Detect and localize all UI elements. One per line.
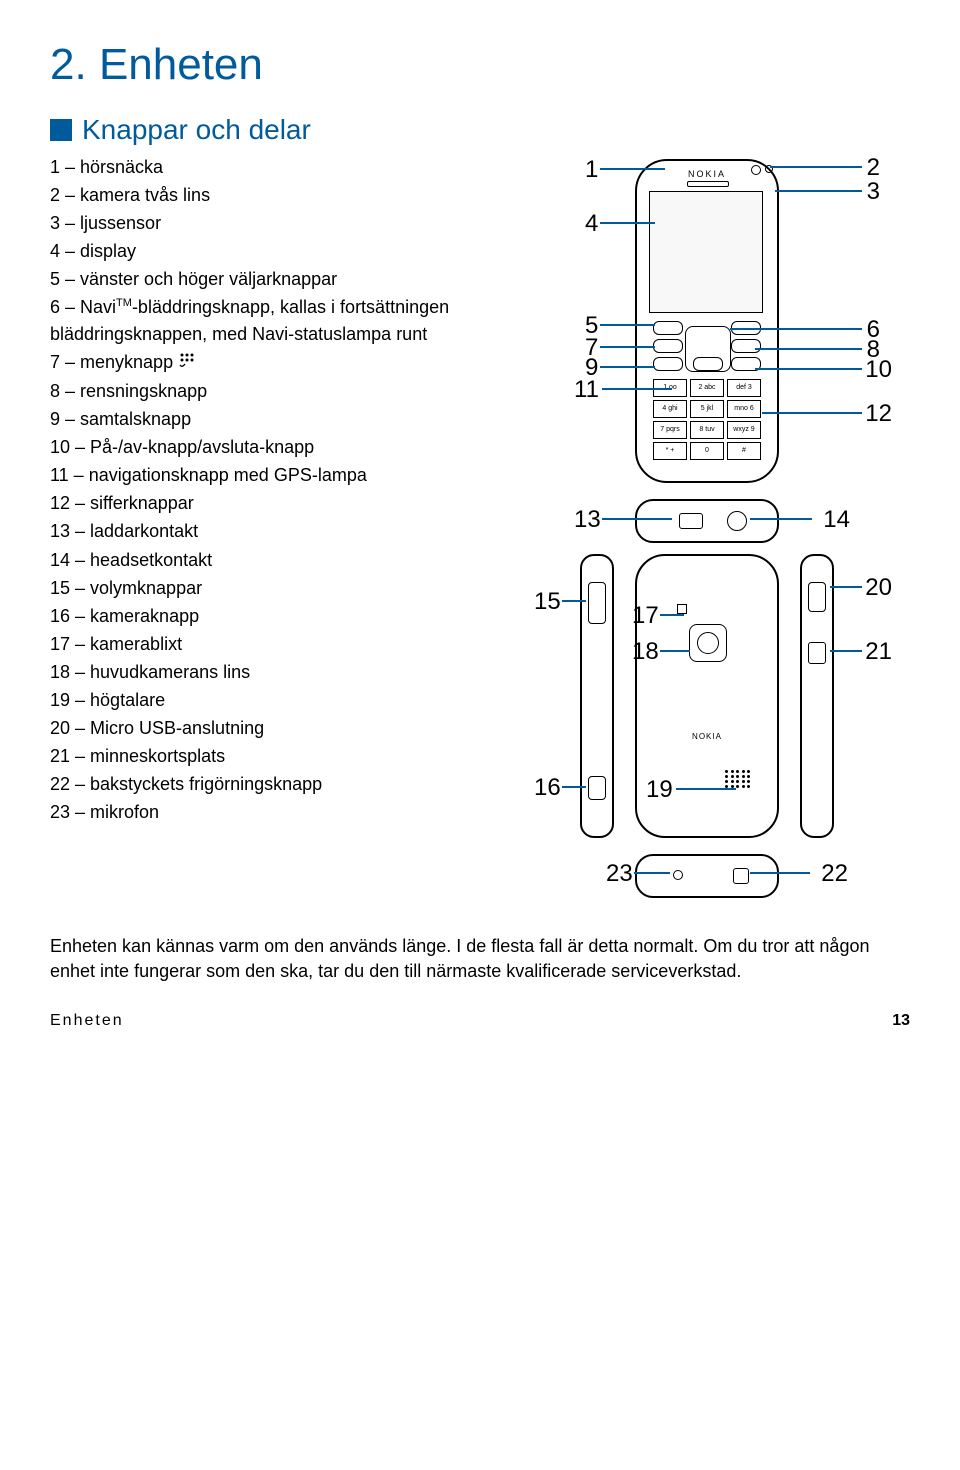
speaker-icon — [725, 770, 751, 796]
callout-19: 19 — [646, 776, 673, 804]
part-6: 6 – NaviTM-bläddringsknapp, kallas i for… — [50, 294, 480, 346]
callout-14: 14 — [823, 506, 850, 534]
section-title: Knappar och delar — [82, 114, 311, 146]
callout-1: 1 — [585, 156, 598, 184]
part-8: 8 – rensningsknapp — [50, 378, 480, 404]
part-12: 12 – sifferknappar — [50, 490, 480, 516]
part-19: 19 – högtalare — [50, 687, 480, 713]
part-2: 2 – kamera tvås lins — [50, 182, 480, 208]
part-20: 20 – Micro USB-anslutning — [50, 715, 480, 741]
part-18: 18 – huvudkamerans lins — [50, 659, 480, 685]
callout-4: 4 — [585, 210, 598, 238]
part-17: 17 – kamerablixt — [50, 631, 480, 657]
phone-diagram: NOKIA 1 oo 2 abc def 3 4 ghi 5 jk — [480, 154, 910, 914]
part-23: 23 – mikrofon — [50, 799, 480, 825]
flash-icon — [677, 604, 687, 614]
soft-key-left — [653, 321, 683, 335]
display-area — [649, 191, 763, 313]
footer-section: Enheten — [50, 1012, 124, 1030]
footer-page: 13 — [892, 1012, 910, 1030]
key-0: 0 — [690, 442, 724, 460]
call-key — [653, 357, 683, 371]
callout-10: 10 — [865, 356, 892, 384]
nav-key — [693, 357, 723, 371]
callout-11: 11 — [574, 376, 599, 404]
key-9: wxyz 9 — [727, 421, 761, 439]
key-hash: # — [727, 442, 761, 460]
phone-right-side-view — [800, 554, 834, 838]
mic-icon — [673, 870, 683, 880]
key-7: 7 pqrs — [653, 421, 687, 439]
phone-left-side-view — [580, 554, 614, 838]
body-paragraph: Enheten kan kännas varm om den används l… — [50, 934, 910, 984]
section-bullet-icon — [50, 119, 72, 141]
callout-3: 3 — [867, 178, 880, 206]
callout-22: 22 — [821, 860, 848, 888]
phone-top-view — [635, 499, 779, 543]
callout-18: 18 — [632, 638, 659, 666]
part-13: 13 – laddarkontakt — [50, 518, 480, 544]
charger-port-icon — [679, 513, 703, 529]
part-21: 21 – minneskortsplats — [50, 743, 480, 769]
main-camera-lens-icon — [697, 632, 719, 654]
phone-front-view: NOKIA 1 oo 2 abc def 3 4 ghi 5 jk — [635, 159, 775, 479]
section-header: Knappar och delar — [50, 114, 910, 146]
chapter-name: Enheten — [99, 40, 263, 89]
usb-port-icon — [808, 582, 826, 612]
chapter-title: 2. Enheten — [50, 40, 910, 90]
part-1: 1 – hörsnäcka — [50, 154, 480, 180]
part-7: 7 – menyknapp — [50, 349, 480, 376]
menu-key-icon — [178, 350, 196, 376]
callout-21: 21 — [865, 638, 892, 666]
callout-17: 17 — [632, 602, 659, 630]
key-star: * + — [653, 442, 687, 460]
part-11: 11 – navigationsknapp med GPS-lampa — [50, 462, 480, 488]
callout-13: 13 — [574, 506, 601, 534]
headset-port-icon — [727, 511, 747, 531]
clear-key — [731, 339, 761, 353]
parts-list: 1 – hörsnäcka 2 – kamera tvås lins 3 – l… — [50, 154, 480, 914]
volume-buttons-icon — [588, 582, 606, 624]
part-5: 5 – vänster och höger väljarknappar — [50, 266, 480, 292]
key-4: 4 ghi — [653, 400, 687, 418]
key-5: 5 jkl — [690, 400, 724, 418]
front-cam-icon — [751, 165, 761, 175]
callout-16: 16 — [534, 774, 561, 802]
part-10: 10 – På-/av-knapp/avsluta-knapp — [50, 434, 480, 460]
callout-20: 20 — [865, 574, 892, 602]
part-15: 15 – volymknappar — [50, 575, 480, 601]
camera-button-icon — [588, 776, 606, 800]
callout-23: 23 — [606, 860, 633, 888]
key-6: mno 6 — [727, 400, 761, 418]
key-2: 2 abc — [690, 379, 724, 397]
part-9: 9 – samtalsknapp — [50, 406, 480, 432]
memory-slot-icon — [808, 642, 826, 664]
part-4: 4 – display — [50, 238, 480, 264]
callout-15: 15 — [534, 588, 561, 616]
callout-12: 12 — [865, 400, 892, 428]
part-3: 3 – ljussensor — [50, 210, 480, 236]
key-8: 8 tuv — [690, 421, 724, 439]
brand-back-label: NOKIA — [637, 732, 777, 741]
earpiece-icon — [687, 181, 729, 187]
keypad: 1 oo 2 abc def 3 4 ghi 5 jkl mno 6 7 pqr… — [653, 379, 761, 460]
part-22: 22 – bakstyckets frigörningsknapp — [50, 771, 480, 797]
release-button-icon — [733, 868, 749, 884]
key-3: def 3 — [727, 379, 761, 397]
phone-bottom-view — [635, 854, 779, 898]
menu-key — [653, 339, 683, 353]
part-16: 16 – kameraknapp — [50, 603, 480, 629]
page-footer: Enheten 13 — [50, 1012, 910, 1030]
part-14: 14 – headsetkontakt — [50, 547, 480, 573]
chapter-number: 2. — [50, 40, 87, 89]
